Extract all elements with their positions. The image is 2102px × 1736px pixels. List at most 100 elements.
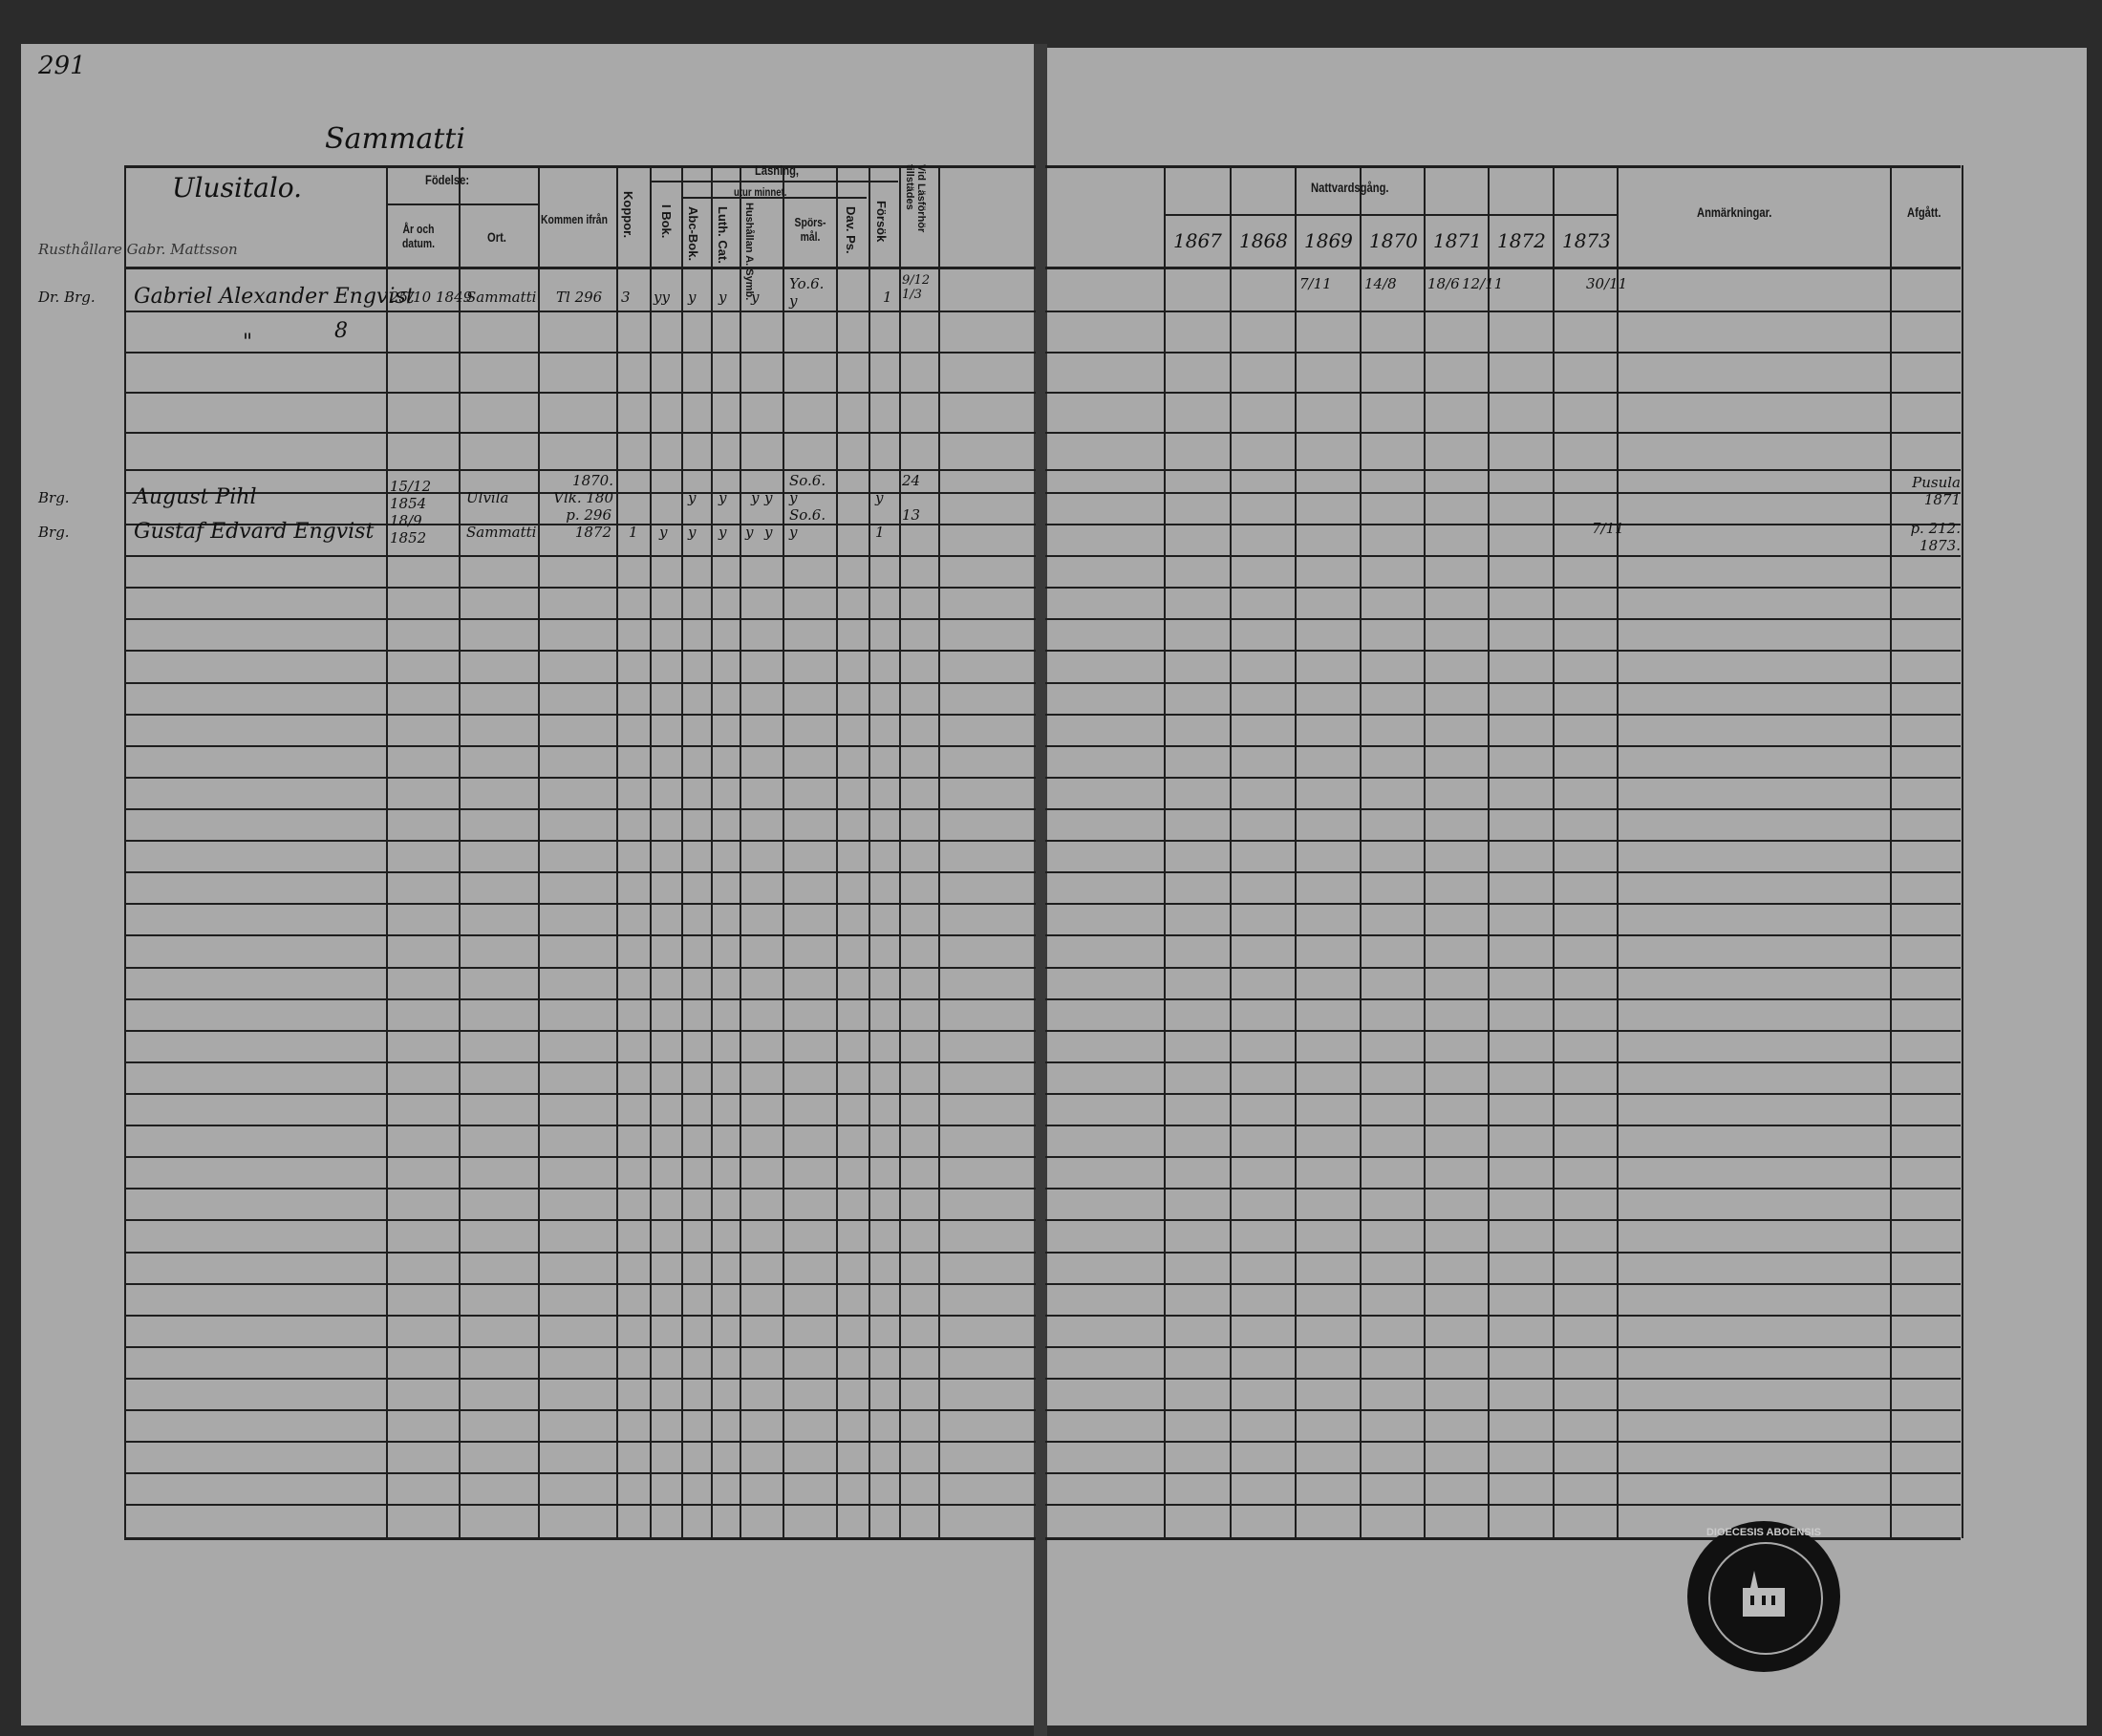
year-header: 1870: [1369, 229, 1418, 252]
header-ort: Ort.: [487, 229, 506, 245]
rule-line: [1045, 1283, 1961, 1285]
rule-line: [1045, 524, 1961, 525]
rule-line: [1045, 492, 1961, 494]
rule-line: [124, 1061, 1036, 1063]
rule-line: [124, 682, 1036, 684]
rule-line: [386, 165, 388, 1538]
entry-hush: y: [751, 489, 760, 506]
entry-spors: So.6. y: [789, 472, 826, 506]
rule-line: [1164, 165, 1166, 1538]
afgatt-entry: Pusula 1871: [1912, 474, 1961, 508]
rule-line: [124, 432, 1036, 434]
diocese-stamp: DIOECESIS ABOENSIS: [1687, 1521, 1840, 1672]
header-forsok: Försök: [874, 201, 889, 243]
rule-line: [616, 165, 618, 1538]
year-header: 1871: [1433, 229, 1482, 252]
year-header: 1867: [1173, 229, 1222, 252]
rule-line: [1045, 808, 1961, 810]
rule-line: [899, 165, 901, 1538]
rule-line: [1890, 165, 1892, 1538]
entry-vid: 13: [902, 506, 921, 524]
rule-line: [1360, 165, 1362, 1538]
rule-line: [681, 165, 683, 1538]
rule-line: [124, 1156, 1036, 1158]
entry-place: Ulvila: [466, 489, 509, 506]
parish-heading: Sammatti: [325, 122, 465, 156]
header-kommen: Kommen ifrån: [541, 212, 608, 226]
entry-hush2: y: [764, 489, 773, 506]
header-hushallan: Hushållan A. Symb.: [743, 203, 755, 301]
entry-abc: y: [688, 524, 697, 541]
entry-name: Gabriel Alexander Engvist: [134, 285, 415, 309]
rule-line: [1045, 1125, 1961, 1126]
rule-line: [124, 903, 1036, 905]
rule-line: [938, 165, 940, 1538]
rule-line: [1045, 1252, 1961, 1254]
rule-line: [1045, 352, 1961, 354]
rule-line: [124, 469, 1036, 471]
rule-line: [1045, 714, 1961, 716]
rule-line: [1045, 618, 1961, 620]
rule-line: [1045, 903, 1961, 905]
year-header: 1869: [1304, 229, 1353, 252]
rule-line: [1045, 934, 1961, 936]
entry-vid: 24: [902, 472, 921, 489]
rule-line: [1045, 1030, 1961, 1032]
communion-date-1870: 14/8: [1364, 275, 1397, 292]
rule-line: [869, 165, 870, 1538]
rule-line: [124, 618, 1036, 620]
rule-line: [1295, 165, 1297, 1538]
communion-date-1873: 30/11: [1586, 275, 1628, 292]
rule-line: [124, 311, 1036, 312]
rule-line: [783, 165, 784, 1538]
entry-name: August Pihl: [134, 485, 257, 509]
rule-line: [1045, 165, 1961, 168]
entry-mark: 8: [334, 319, 348, 343]
rule-line: [1045, 1156, 1961, 1158]
entry-i-bok: y: [659, 524, 668, 541]
rule-line: [124, 587, 1036, 589]
entry-name: Gustaf Edvard Engvist: [134, 520, 375, 544]
rule-line: [1230, 165, 1232, 1538]
rule-line: [124, 1537, 1036, 1540]
entry-place: Sammatti: [466, 524, 537, 541]
entry-prefix: Dr. Brg.: [38, 289, 96, 306]
rule-line: [1045, 311, 1961, 312]
entry-i-bok: yy: [654, 289, 670, 306]
rule-line: [459, 165, 461, 1538]
rule-line: [124, 352, 1036, 354]
rule-line: [124, 714, 1036, 716]
communion-date-1873-row3: 7/11: [1592, 520, 1624, 537]
rule-line: [124, 871, 1036, 873]
rule-line: [1045, 1537, 1961, 1540]
year-header: 1868: [1239, 229, 1288, 252]
rule-line: [740, 165, 741, 1538]
note-above: Rusthållare Gabr. Mattsson: [38, 241, 238, 258]
rule-line: [124, 1030, 1036, 1032]
entry-born: 18/9 1852: [390, 512, 427, 547]
rule-line: [124, 1409, 1036, 1411]
rule-line: [1553, 165, 1555, 1538]
rule-line: [1045, 1409, 1961, 1411]
ditto-mark: ": [243, 331, 253, 354]
entry-koppor: 1: [629, 524, 638, 541]
rule-line: [1045, 1219, 1961, 1221]
rule-line: [650, 165, 652, 1538]
year-header: 1873: [1562, 229, 1611, 252]
entry-koppor: 3: [621, 289, 631, 306]
entry-luth: y: [719, 289, 727, 306]
rule-line: [650, 181, 898, 182]
rule-line: [1424, 165, 1426, 1538]
communion-date-1869: 7/11: [1299, 275, 1332, 292]
rule-line: [124, 1283, 1036, 1285]
rule-line: [124, 1346, 1036, 1348]
rule-line: [124, 1125, 1036, 1126]
rule-line: [1045, 998, 1961, 1000]
rule-line: [124, 1315, 1036, 1317]
rule-line: [1045, 871, 1961, 873]
header-i-bok: I Bok.: [659, 204, 674, 239]
rule-line: [1045, 1472, 1961, 1474]
rule-line: [1045, 555, 1961, 557]
rule-line: [1164, 214, 1617, 216]
header-fodelse: Födelse:: [425, 172, 470, 187]
